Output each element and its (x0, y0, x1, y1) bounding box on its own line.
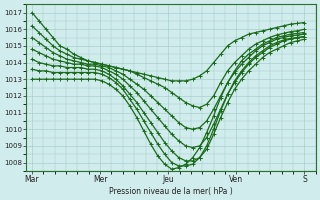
X-axis label: Pression niveau de la mer( hPa ): Pression niveau de la mer( hPa ) (109, 187, 233, 196)
